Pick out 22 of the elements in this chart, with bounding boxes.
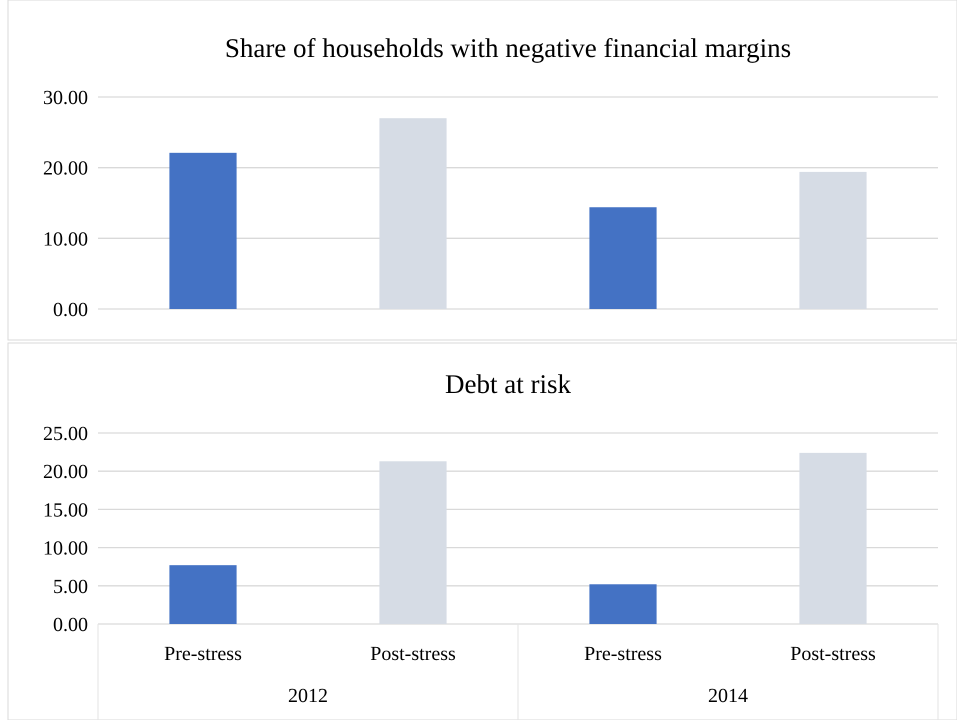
x-tick-label: Post-stress — [790, 643, 876, 665]
x-tick-label: Pre-stress — [164, 643, 242, 665]
y-tick-label: 0.00 — [53, 299, 88, 321]
y-tick-label: 10.00 — [43, 228, 88, 250]
y-tick-label: 10.00 — [43, 538, 88, 560]
x-tick-label: Post-stress — [370, 643, 456, 665]
chart-title: Share of households with negative financial margins — [224, 33, 792, 63]
chart-title: Debt at risk — [445, 369, 572, 399]
y-tick-label: 0.00 — [53, 614, 88, 636]
text: 2014 — [708, 685, 748, 707]
y-tick-label: 15.00 — [43, 499, 88, 522]
y-tick-label: 20.00 — [43, 158, 88, 180]
bar — [169, 565, 237, 624]
text: 2012 — [288, 685, 328, 707]
bar — [589, 207, 657, 309]
y-tick-label: 20.00 — [43, 461, 88, 484]
bar — [589, 584, 657, 624]
bar — [169, 152, 237, 309]
y-tick-label: 30.00 — [43, 87, 88, 109]
y-tick-label: 25.00 — [43, 423, 88, 445]
x-tick-label: Pre-stress — [584, 643, 662, 665]
y-tick-label: 5.00 — [53, 576, 88, 598]
